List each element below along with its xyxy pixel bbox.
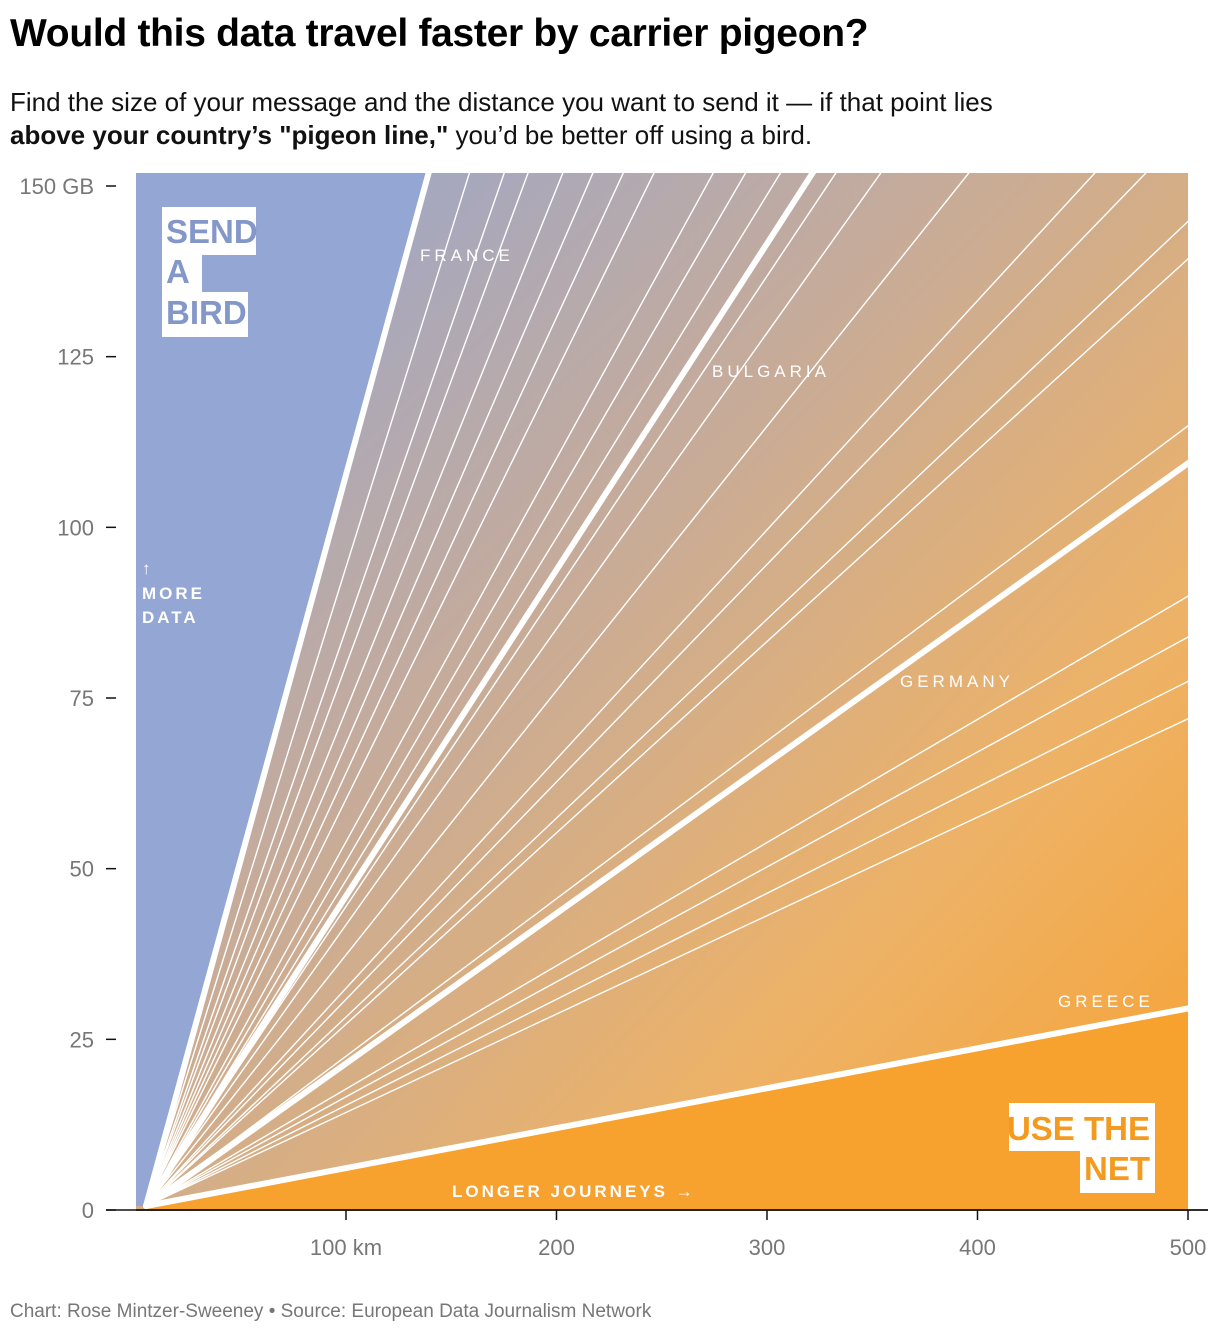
subtitle-text-end: you’d be better off using a bird. — [448, 120, 813, 150]
send-bird-word-1: SEND — [166, 213, 258, 250]
pigeon-line-20 — [145, 424, 1188, 1207]
x-tick-label: 500 — [1170, 1235, 1207, 1260]
label-france: FRANCE — [420, 246, 514, 265]
y-tick-label: 25 — [70, 1027, 94, 1052]
pigeon-line-25 — [145, 718, 1188, 1207]
use-net-word-1: USE THE — [1007, 1110, 1150, 1147]
label-bulgaria: BULGARIA — [712, 362, 830, 381]
x-tick-label: 100 km — [310, 1235, 382, 1260]
pigeon-line-23 — [145, 636, 1188, 1207]
x-tick-label: 300 — [749, 1235, 786, 1260]
use-net-word-2: NET — [1084, 1150, 1150, 1187]
subtitle-bold-text: above your country’s "pigeon line," — [10, 120, 449, 150]
pigeon-line-16 — [145, 173, 1096, 1207]
label-greece: GREECE — [1058, 992, 1154, 1011]
x-tick-label: 400 — [959, 1235, 996, 1260]
use-the-net-callout: USE THE NET — [1007, 1103, 1155, 1193]
pigeon-line-2 — [145, 173, 471, 1207]
pigeon-line-19 — [145, 257, 1188, 1207]
pigeon-line-greece — [143, 1005, 1188, 1209]
more-data-arrow: ↑ — [142, 559, 154, 578]
pigeon-line-24 — [145, 680, 1188, 1207]
x-axis: 100 km 200 300 400 500 — [106, 1209, 1208, 1260]
pigeon-line-4 — [145, 173, 529, 1207]
pigeon-line-13 — [145, 173, 837, 1207]
longer-journeys-label: LONGER JOURNEYS → — [452, 1182, 696, 1201]
pigeon-line-8 — [145, 173, 655, 1207]
y-axis: 0 25 50 75 100 125 150 GB — [19, 174, 116, 1223]
pigeon-line-germany — [143, 459, 1188, 1209]
pigeon-line-france — [143, 173, 432, 1209]
pigeon-line-11 — [145, 173, 782, 1207]
pigeon-line-15 — [145, 173, 970, 1207]
send-bird-word-2: A — [166, 253, 190, 290]
more-data-line2: DATA — [142, 608, 199, 627]
pigeon-line-10 — [145, 173, 747, 1207]
pigeon-line-5 — [145, 173, 564, 1207]
send-bird-word-3: BIRD — [166, 294, 247, 331]
pigeon-line-18 — [145, 220, 1188, 1207]
pigeon-line-14 — [145, 173, 882, 1207]
pigeon-line-17 — [145, 173, 1147, 1207]
pigeon-line-7 — [145, 173, 625, 1207]
pigeon-line-bulgaria — [143, 173, 817, 1209]
y-tick-label: 75 — [70, 686, 94, 711]
y-tick-label: 125 — [57, 345, 94, 370]
pigeon-line-3 — [145, 173, 505, 1207]
pigeon-lines — [143, 173, 1188, 1209]
chart-credit: Chart: Rose Mintzer-Sweeney • Source: Eu… — [10, 1301, 652, 1322]
chart-title: Would this data travel faster by carrier… — [10, 12, 869, 55]
pigeon-line-22 — [145, 595, 1188, 1207]
plot-area — [136, 173, 1188, 1211]
pigeon-line-9 — [145, 173, 715, 1207]
more-data-line1: MORE — [142, 584, 205, 603]
label-germany: GERMANY — [900, 672, 1014, 691]
y-tick-label: 0 — [82, 1198, 94, 1223]
y-tick-label: 50 — [70, 857, 94, 882]
y-tick-label: 100 — [57, 515, 94, 540]
subtitle-text: Find the size of your message and the di… — [10, 87, 993, 117]
y-tick-label: 150 GB — [19, 174, 94, 199]
chart-subtitle: Find the size of your message and the di… — [10, 86, 1200, 152]
pigeon-line-6 — [145, 173, 594, 1207]
x-tick-label: 200 — [538, 1235, 575, 1260]
send-a-bird-callout: SEND A BIRD — [162, 207, 258, 337]
